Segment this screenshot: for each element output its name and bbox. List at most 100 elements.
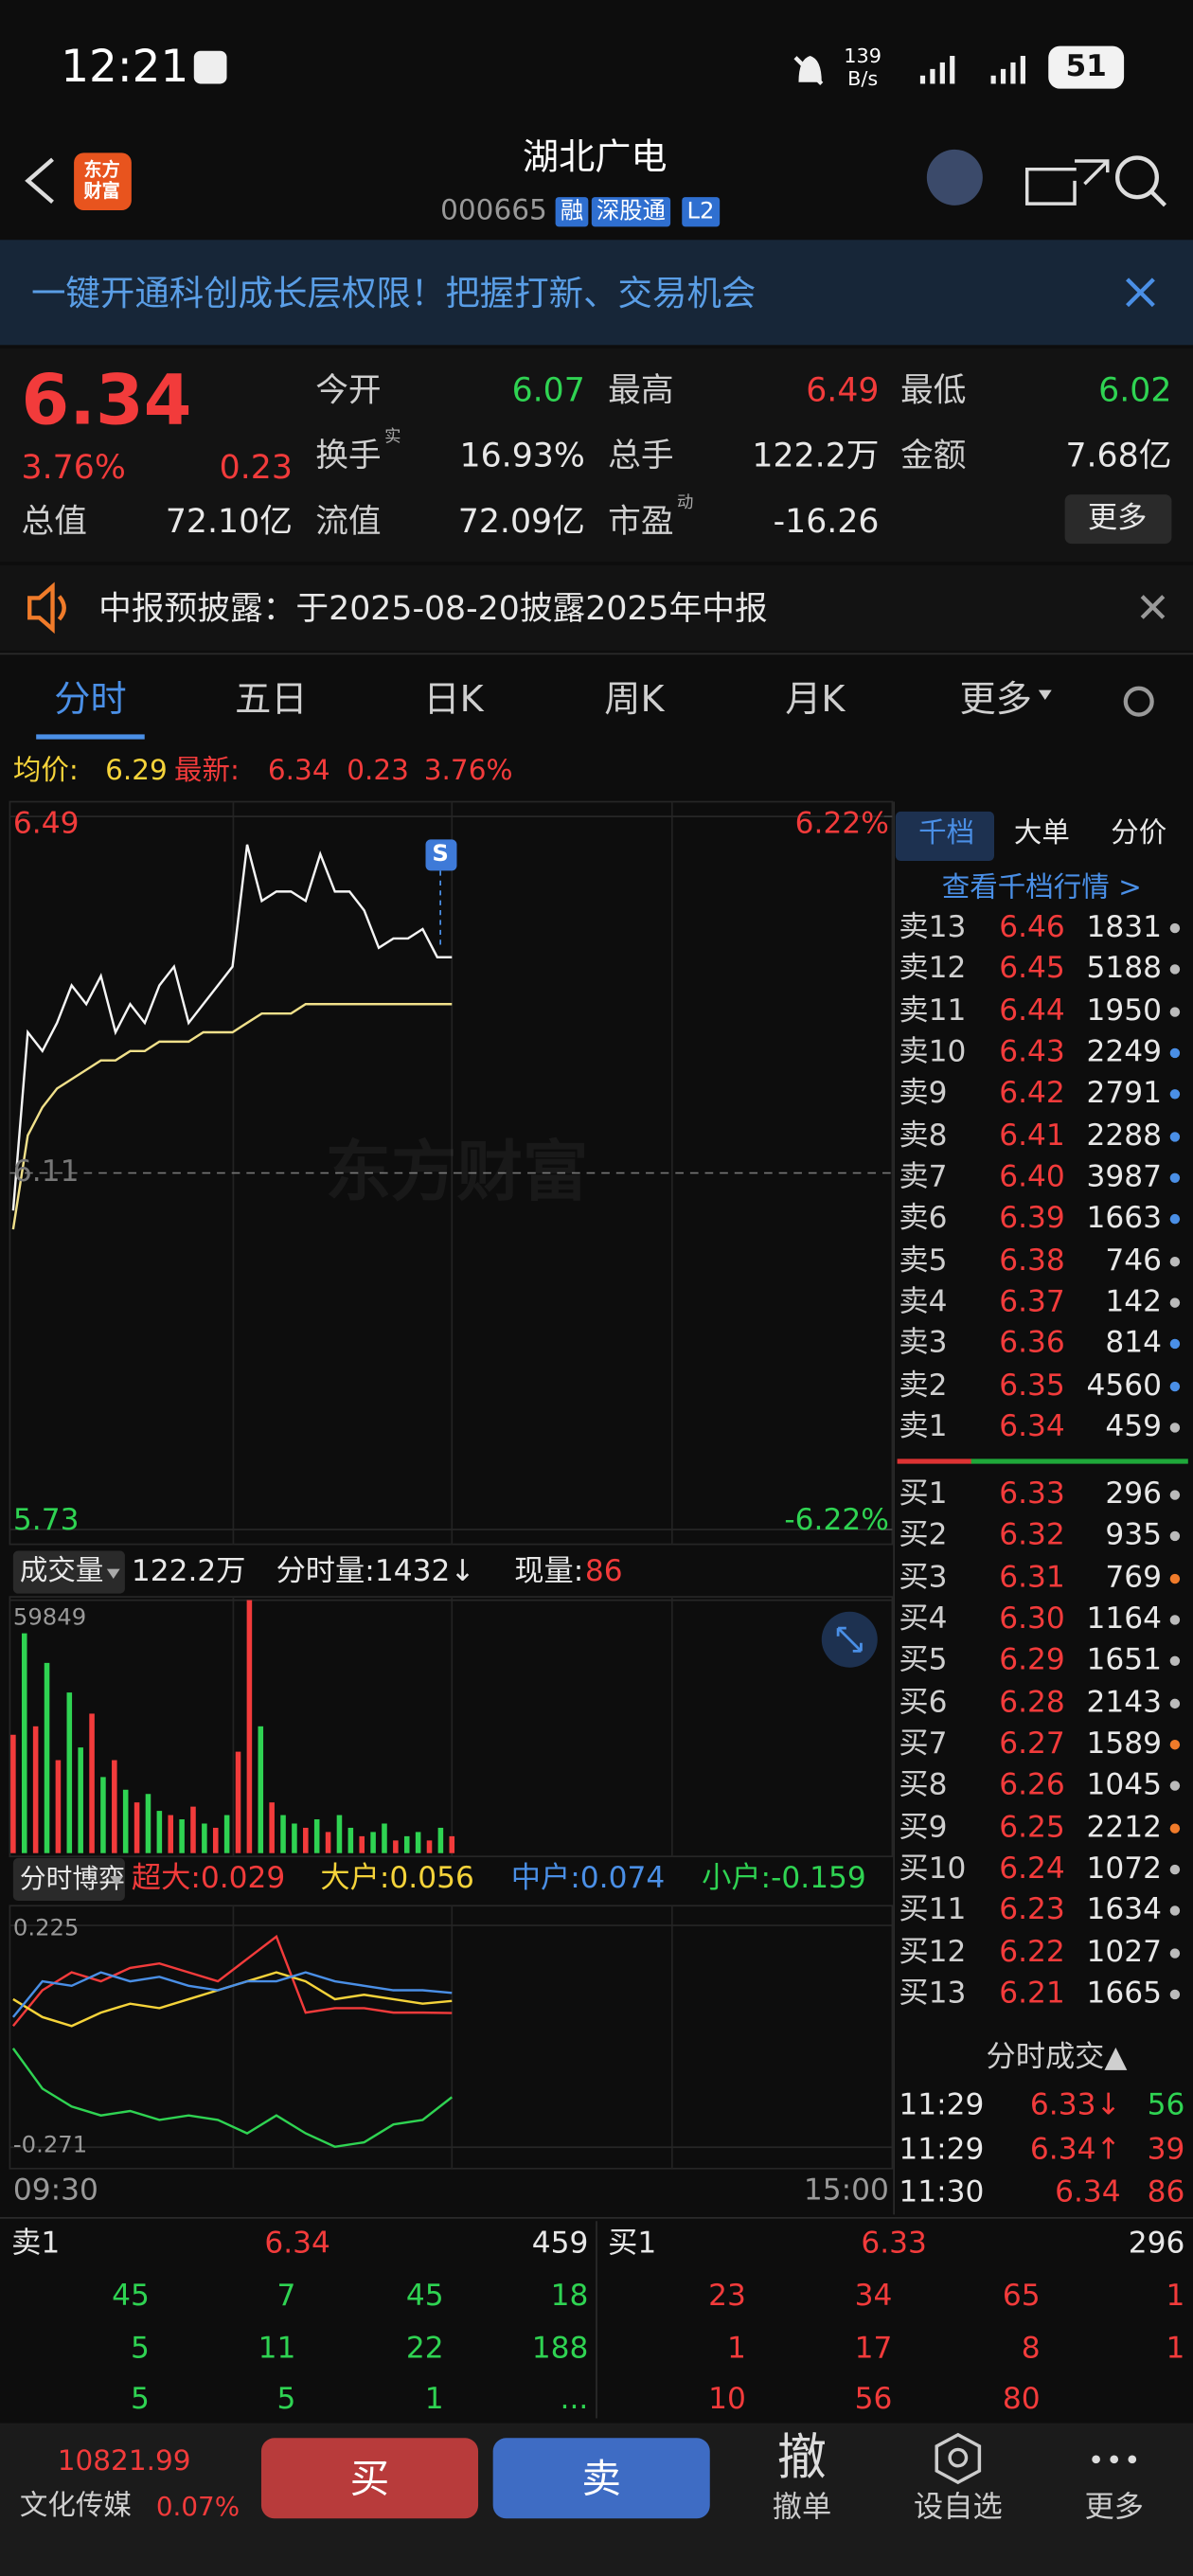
book-price: 6.27 [999, 1726, 1065, 1762]
queue-order: 5 [131, 2382, 150, 2417]
queue-order: 8 [1021, 2330, 1041, 2366]
volume-bar [403, 1835, 410, 1853]
signal [798, 55, 1025, 84]
book-volume: 2249 [1086, 1034, 1163, 1070]
banner-text: 一键开通科创成长层权限！把握打新、交易机会 [30, 273, 757, 313]
field-value: -16.26 [773, 501, 880, 541]
watch-label: 设自选 [913, 2490, 1003, 2526]
volume-select[interactable] [12, 1550, 125, 1594]
series-line [11, 2048, 454, 2149]
buy-button[interactable] [260, 2438, 479, 2519]
dot [1110, 2455, 1119, 2464]
book-label: 卖4 [899, 1284, 948, 1319]
field-value: 72.10亿 [165, 501, 293, 541]
watch-icon[interactable] [935, 2432, 982, 2485]
book-label: 卖12 [899, 951, 967, 987]
avatar[interactable] [926, 149, 983, 206]
notice-close[interactable] [1140, 595, 1166, 619]
stock-name: 湖北广电 [522, 137, 668, 180]
tab: 周K [604, 680, 665, 722]
queue-order: 56 [854, 2382, 893, 2417]
latest-pct: 3.76% [423, 755, 513, 788]
book-price: 6.44 [999, 993, 1065, 1029]
book-volume: 2143 [1086, 1685, 1163, 1720]
stock-code: 000665 [440, 194, 547, 228]
volume-bar [246, 1600, 253, 1853]
volume-bar [325, 1832, 331, 1853]
book-label: 买11 [899, 1892, 967, 1928]
book-volume: 1045 [1086, 1768, 1163, 1803]
book-price: 6.46 [999, 910, 1065, 945]
search-icon[interactable] [1114, 155, 1159, 200]
select-caret [106, 1568, 120, 1580]
dropdown-caret [1038, 689, 1052, 700]
volume-bar [32, 1726, 39, 1853]
settings-icon[interactable] [1123, 686, 1154, 717]
volume-bar [190, 1806, 196, 1853]
share-icon[interactable] [1024, 159, 1110, 206]
volume-bar [66, 1692, 73, 1853]
book-volume: 1950 [1086, 993, 1163, 1029]
back-icon[interactable] [25, 157, 54, 205]
queue-order: 17 [854, 2330, 893, 2366]
book-volume: 2791 [1086, 1076, 1163, 1112]
trade-time: 11:29 [899, 2087, 985, 2123]
price: 6.34 [21, 359, 192, 440]
book-dot [1169, 1172, 1181, 1183]
avg-label: 均价: [12, 755, 79, 788]
book-label: 买1 [899, 1476, 948, 1512]
volume-bar [280, 1815, 286, 1853]
more-button[interactable] [1064, 494, 1172, 545]
bar [1010, 62, 1016, 84]
marker-bg [425, 839, 457, 871]
queue-order: 23 [708, 2279, 746, 2314]
book-volume: 142 [1105, 1284, 1163, 1319]
field-label: 最低 [900, 369, 967, 409]
book-volume: 2288 [1086, 1118, 1163, 1154]
field-value: 6.07 [511, 369, 585, 409]
volume-bar [235, 1751, 241, 1853]
field-value: 6.49 [806, 369, 880, 409]
book-volume: 1634 [1086, 1892, 1163, 1928]
book-dot [1169, 1864, 1181, 1875]
clock: 12:21 [61, 42, 189, 94]
book-link: 查看千档行情 > [941, 871, 1142, 904]
book-price: 6.21 [999, 1976, 1065, 2012]
indicator-select[interactable] [12, 1857, 125, 1902]
bar [919, 75, 926, 84]
trade-price: 6.33↓ [1029, 2087, 1121, 2123]
book-price: 6.39 [999, 1201, 1065, 1237]
book-price: 6.22 [999, 1934, 1065, 1970]
queue-order: 1 [1166, 2279, 1185, 2314]
book-volume: 814 [1105, 1326, 1163, 1361]
queue-order: 1 [424, 2382, 444, 2417]
more-dots[interactable] [1092, 2455, 1137, 2464]
book-label: 卖13 [899, 910, 967, 945]
y-tick-label: 5.73 [12, 1503, 80, 1538]
tab: 五日 [235, 680, 308, 722]
book-label: 卖3 [899, 1326, 948, 1361]
volume-bar [202, 1823, 207, 1853]
queue-order: 34 [854, 2279, 893, 2314]
series-line [11, 1003, 453, 1230]
book-price: 6.40 [999, 1159, 1065, 1195]
book-price: 6.28 [999, 1685, 1065, 1720]
app-badge [193, 50, 227, 84]
bar [939, 62, 945, 84]
legend-entry: 超大:0.029 [131, 1861, 286, 1896]
book-price: 6.41 [999, 1118, 1065, 1154]
volume-bar [426, 1840, 433, 1853]
book-volume: 2212 [1086, 1809, 1163, 1845]
volume-bar [168, 1815, 174, 1853]
y2-tick-label: 6.22% [794, 806, 889, 842]
trades-title: 分时成交▲ [986, 2040, 1128, 2075]
y-tick-label: 59849 [12, 1604, 87, 1632]
book-volume: 1589 [1086, 1726, 1163, 1762]
sell-button[interactable] [492, 2438, 710, 2519]
bar [990, 75, 996, 84]
queue-volume: 459 [531, 2226, 589, 2261]
book-volume: 459 [1105, 1409, 1163, 1444]
banner-close[interactable] [1126, 277, 1155, 308]
